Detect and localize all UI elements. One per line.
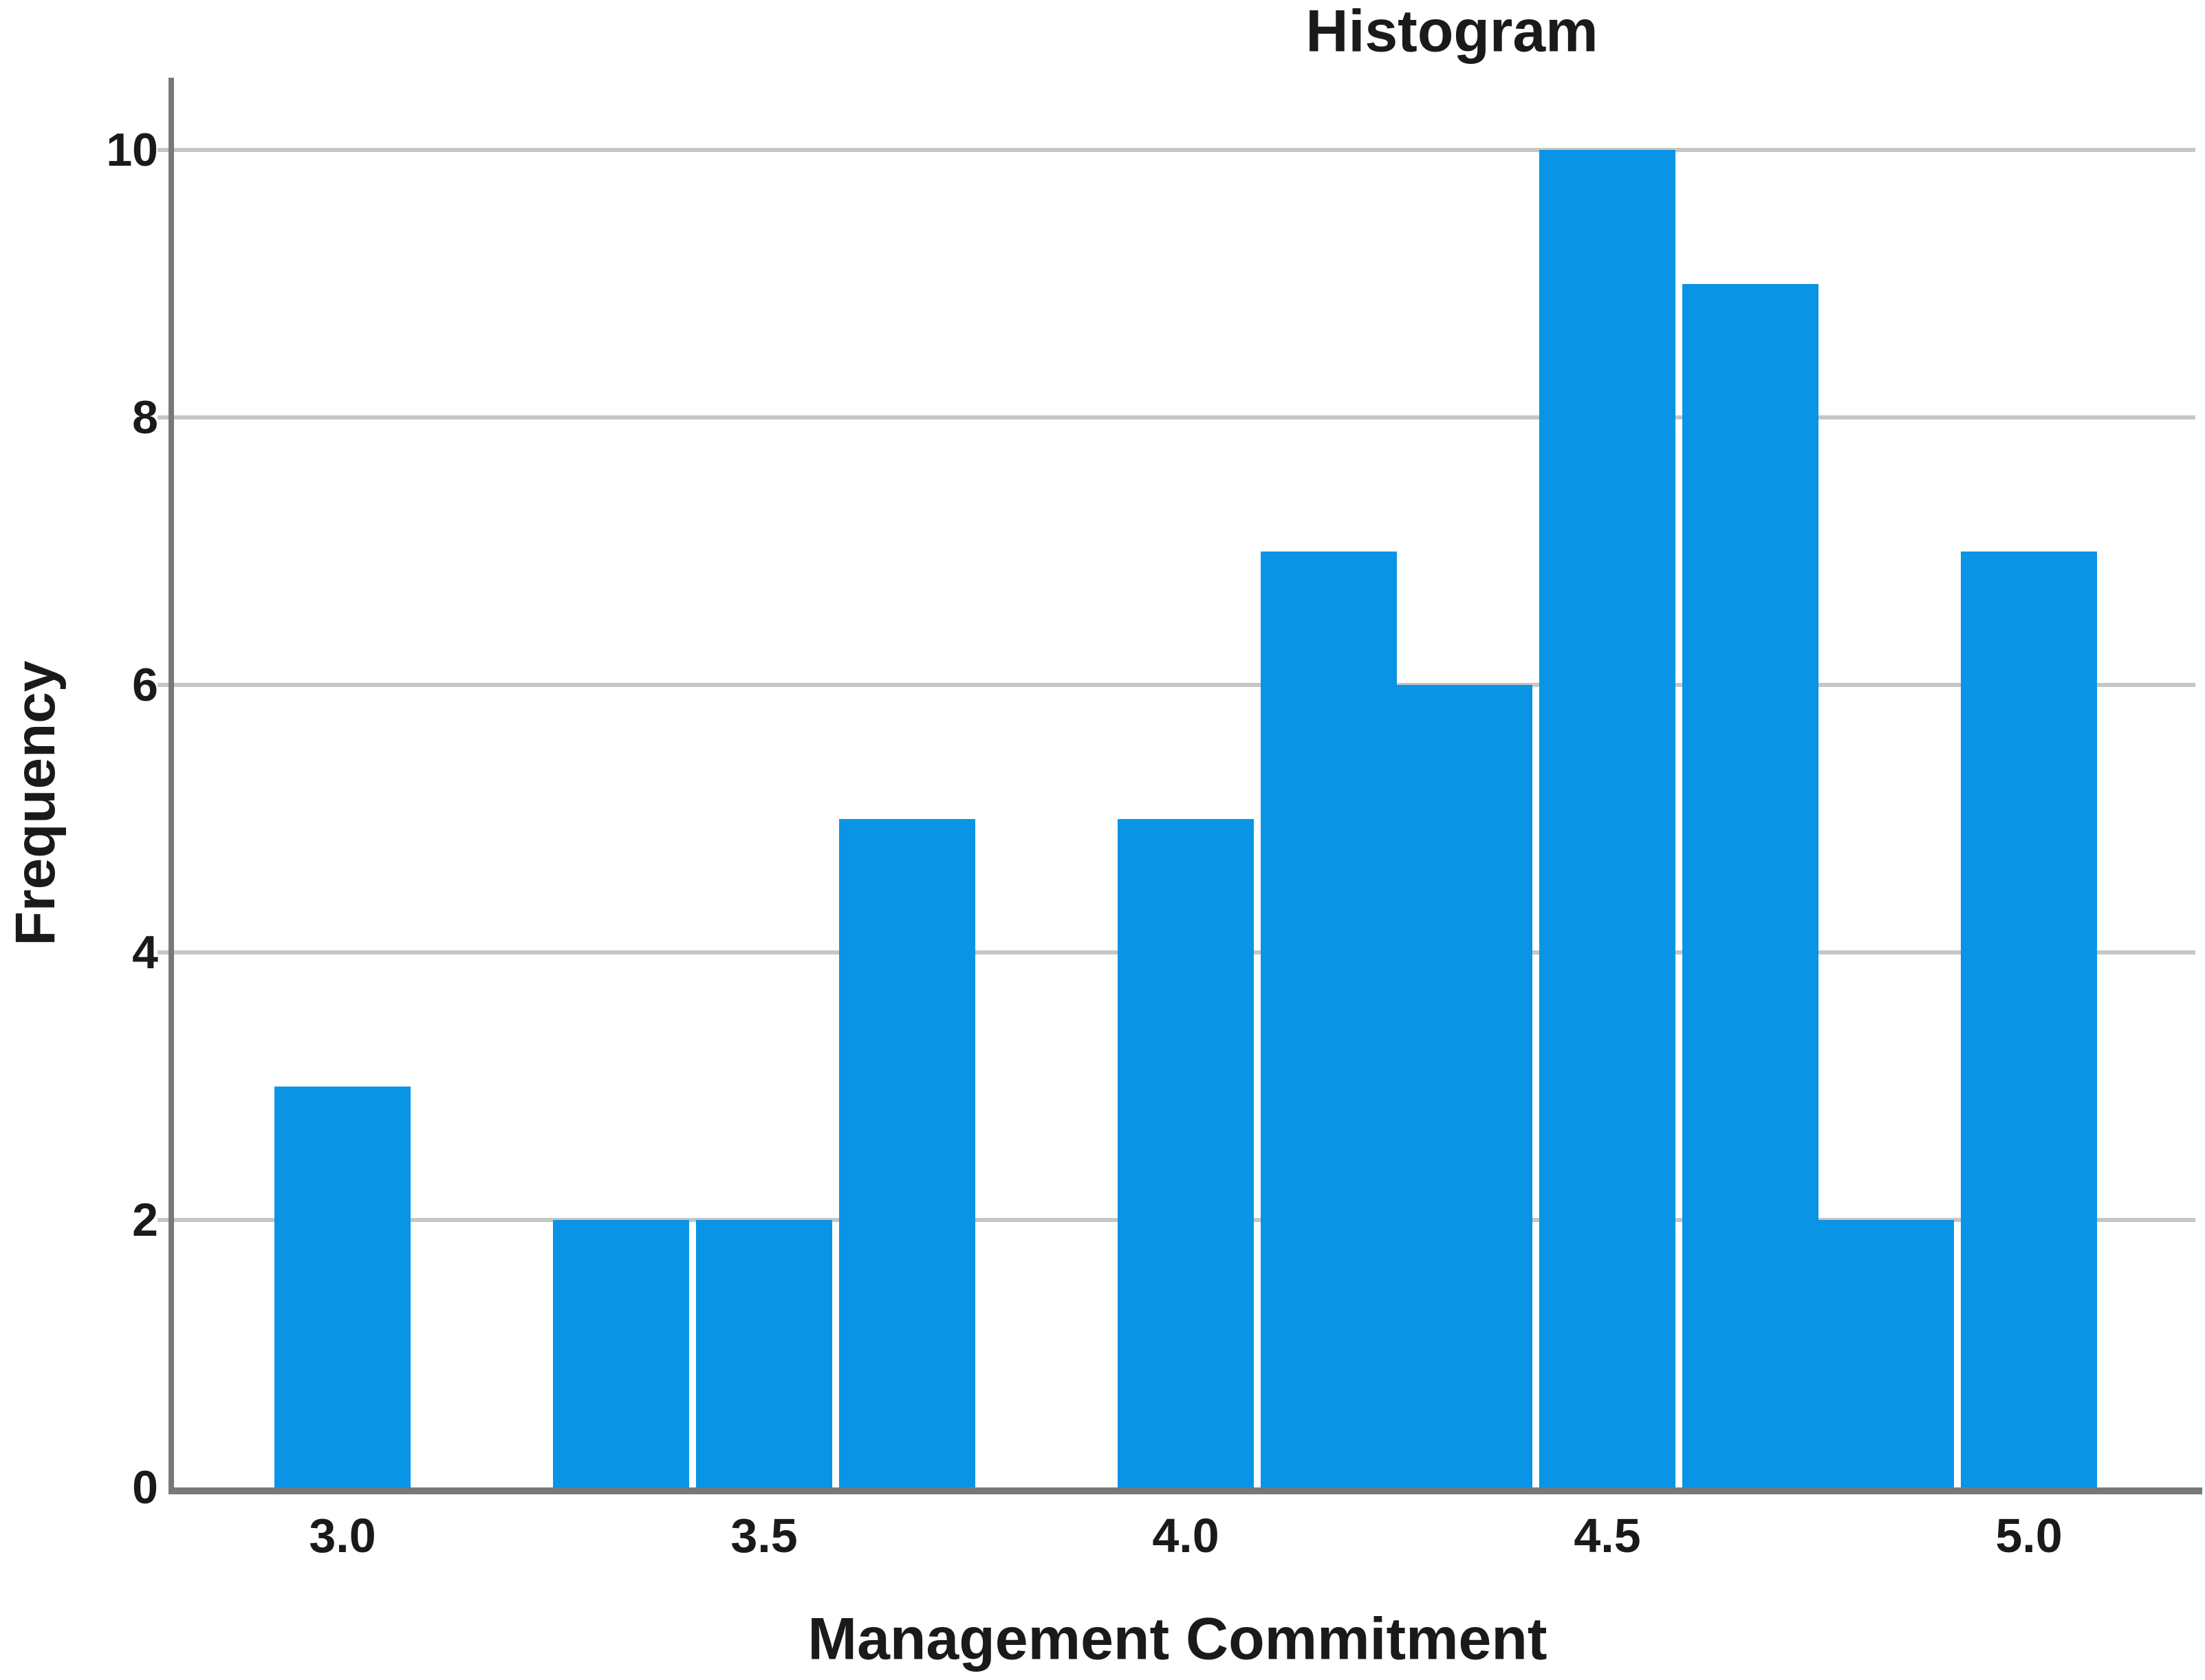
y-tick-label: 4 (132, 926, 158, 979)
histogram-bar (1682, 283, 1819, 1487)
y-tick-label: 0 (132, 1461, 158, 1514)
histogram-bar (1395, 685, 1532, 1487)
histogram-bar (839, 818, 976, 1487)
histogram-bar (552, 1220, 689, 1487)
y-gridline (158, 415, 2195, 419)
x-tick-label: 3.5 (730, 1509, 798, 1562)
x-tick-label: 3.0 (309, 1509, 376, 1562)
histogram-bar (1261, 551, 1398, 1487)
x-tick-label: 4.0 (1152, 1509, 1219, 1562)
x-tick-label: 4.5 (1574, 1509, 1641, 1562)
x-tick-label: 5.0 (1995, 1509, 2063, 1562)
y-tick-label: 8 (132, 391, 158, 444)
y-tick-label: 2 (132, 1194, 158, 1246)
y-tick-label: 10 (106, 124, 158, 176)
y-tick-label: 6 (132, 659, 158, 711)
chart-title: Histogram (1305, 0, 1598, 65)
histogram-bar (1539, 150, 1675, 1487)
histogram-bar (1961, 551, 2097, 1487)
y-gridline (158, 148, 2195, 152)
histogram-bar (1817, 1220, 1954, 1487)
x-axis-title: Management Commitment (807, 1606, 1547, 1672)
y-gridline (158, 683, 2195, 687)
x-axis-line (169, 1487, 2202, 1494)
histogram-bar (274, 1086, 411, 1487)
histogram-bar (696, 1220, 832, 1487)
y-axis-line (169, 78, 174, 1494)
histogram-bar (1118, 818, 1254, 1487)
